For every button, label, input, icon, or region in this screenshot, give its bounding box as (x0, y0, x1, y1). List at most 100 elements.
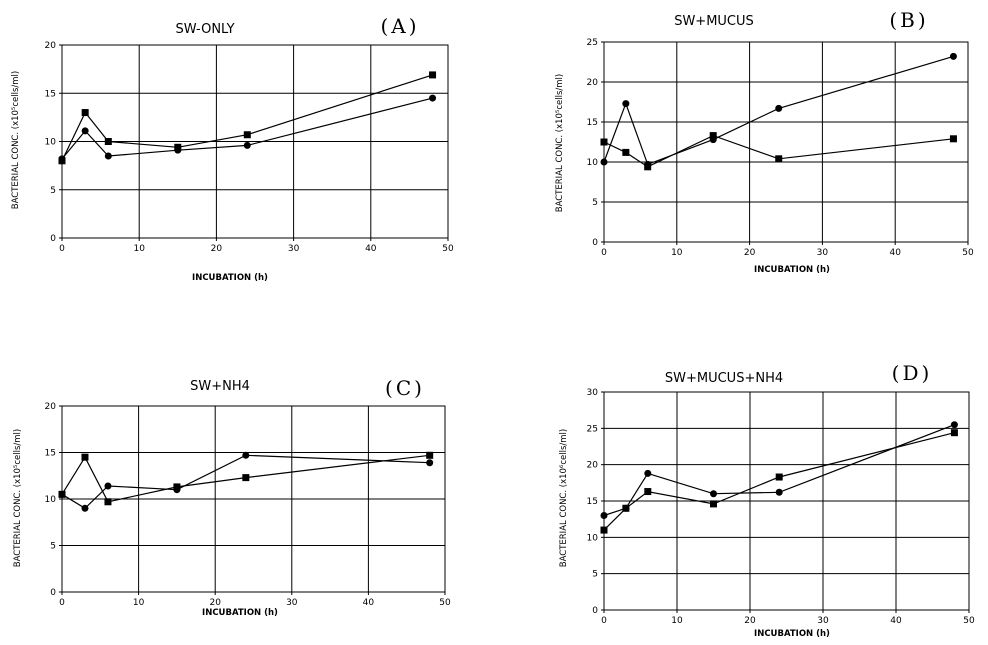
chart-c-ticks: 0 10 20 30 40 50 0 5 10 15 20 (45, 402, 451, 608)
chart-b-x-axis-label: INCUBATION (h) (754, 265, 830, 275)
chart-c-point-square (81, 453, 89, 461)
chart-d-title: SW+MUCUS+NH4 (665, 371, 783, 386)
chart-c-y-tick-label: 0 (50, 588, 56, 598)
chart-a-point-circle (429, 94, 437, 102)
chart-d-y-tick-label: 20 (587, 461, 599, 471)
chart-d-x-tick-label: 10 (671, 616, 683, 626)
chart-a-x-tick-label: 50 (442, 244, 454, 254)
chart-d-point-square (775, 473, 783, 481)
chart-b-x-tick-label: 10 (671, 248, 683, 258)
chart-a-point-square (429, 71, 437, 79)
chart-b-ticks: 0 10 20 30 40 50 0 5 10 15 20 25 (587, 38, 974, 258)
chart-b-point-square (709, 132, 717, 140)
chart-d-y-tick-label: 10 (587, 533, 599, 543)
chart-c-series-line-circle (61, 454, 430, 510)
chart-b-markers (600, 52, 957, 171)
chart-a-y-tick-label: 20 (45, 41, 57, 51)
chart-d-series-line-square (603, 432, 955, 531)
chart-a-panel-label: (A) (380, 14, 419, 38)
chart-b-y-tick-label: 20 (587, 78, 599, 88)
chart-a-point-circle (174, 146, 182, 154)
chart-d-point-circle (775, 488, 783, 496)
chart-panel-b: SW+MUCUS (B) 0 10 20 30 40 50 0 5 10 15 20 25 INCUB… (494, 0, 988, 300)
chart-b-y-tick-label: 15 (587, 118, 598, 128)
chart-b-y-tick-label: 5 (592, 198, 598, 208)
chart-a-y-axis-label: BACTERIAL CONC. (x10⁵cells/ml) (11, 71, 21, 209)
chart-a-x-tick-label: 40 (365, 244, 377, 254)
chart-d-panel-label: (D) (892, 361, 933, 385)
chart-d-svg: SW+MUCUS+NH4 (D) 0 10 20 30 40 50 0 5 10 15 20 25 30… (559, 361, 975, 639)
chart-b-y-axis-label: BACTERIAL CONC. (x10⁵cells/ml) (555, 74, 565, 212)
chart-a-plot-area (61, 44, 449, 239)
chart-c-y-tick-label: 20 (45, 402, 57, 412)
chart-b-lines (603, 55, 954, 168)
chart-a-point-square (81, 109, 89, 117)
chart-c-x-tick-label: 50 (439, 598, 451, 608)
chart-c-x-tick-label: 20 (209, 598, 221, 608)
chart-c-point-square (242, 474, 250, 482)
chart-a-x-tick-label: 0 (59, 244, 65, 254)
chart-a-point-square (243, 131, 251, 139)
chart-d-point-square (710, 500, 717, 508)
chart-c-point-circle (58, 490, 66, 498)
chart-c-x-tick-label: 10 (133, 598, 145, 608)
chart-c-y-tick-label: 5 (50, 542, 56, 552)
chart-a-x-tick-label: 30 (288, 244, 300, 254)
chart-c-gridlines (62, 406, 445, 592)
chart-c-point-circle (242, 451, 250, 459)
chart-c-markers (58, 451, 434, 512)
chart-d-point-circle (622, 504, 630, 512)
chart-b-point-circle (949, 52, 957, 60)
chart-b-point-circle (775, 104, 783, 112)
chart-b-point-circle (709, 136, 717, 144)
chart-a-y-tick-label: 10 (45, 138, 57, 148)
chart-d-gridlines (604, 392, 969, 610)
chart-d-point-square (600, 526, 608, 534)
chart-d-x-tick-label: 20 (744, 616, 756, 626)
chart-a-point-square (104, 138, 112, 145)
chart-b-point-square (775, 155, 783, 163)
chart-a-svg: SW-ONLY (A) 0 10 20 30 40 50 0 5 10 15 20 INCUBATI… (11, 14, 454, 283)
chart-b-point-square (949, 135, 957, 143)
chart-b-title: SW+MUCUS (674, 14, 754, 29)
chart-b-point-circle (644, 160, 652, 168)
chart-d-x-tick-label: 50 (963, 616, 975, 626)
chart-d-y-tick-label: 0 (592, 606, 598, 616)
chart-b-point-square (622, 148, 630, 156)
chart-d-y-tick-label: 25 (587, 424, 598, 434)
chart-d-point-circle (600, 512, 608, 520)
chart-panel-a: SW-ONLY (A) 0 10 20 30 40 50 0 5 10 15 20 INCUBATI… (0, 0, 494, 300)
chart-a-title: SW-ONLY (175, 22, 234, 37)
chart-d-point-circle (644, 469, 652, 477)
chart-a-y-tick-label: 15 (45, 89, 56, 99)
chart-b-plot-area (603, 41, 969, 243)
chart-d-point-square (644, 488, 652, 496)
chart-c-panel-label: (C) (385, 376, 425, 400)
chart-c-x-tick-label: 30 (286, 598, 298, 608)
chart-b-gridlines (604, 42, 968, 242)
chart-a-gridlines (62, 45, 448, 238)
chart-a-y-tick-label: 5 (50, 186, 56, 196)
chart-b-x-tick-label: 0 (601, 248, 607, 258)
chart-c-point-circle (81, 504, 89, 512)
chart-panel-c: SW+NH4 (C) 0 10 20 30 40 50 0 5 10 15 20 INCUBATIO… (0, 330, 494, 641)
chart-b-point-circle (600, 158, 608, 166)
chart-c-lines (61, 454, 430, 510)
chart-d-point-circle (710, 490, 717, 498)
chart-c-point-square (426, 451, 434, 459)
chart-c-x-tick-label: 40 (363, 598, 375, 608)
chart-b-x-tick-label: 30 (817, 248, 829, 258)
chart-b-x-tick-label: 50 (962, 248, 974, 258)
chart-a-point-circle (104, 152, 112, 160)
chart-d-point-circle (950, 421, 958, 429)
chart-c-plot-area (61, 405, 446, 593)
chart-b-y-tick-label: 10 (587, 158, 599, 168)
chart-d-x-tick-label: 40 (890, 616, 902, 626)
chart-d-series-line-circle (603, 424, 955, 517)
chart-d-x-tick-label: 0 (601, 616, 607, 626)
chart-d-y-tick-label: 15 (587, 497, 598, 507)
chart-d-point-square (950, 429, 958, 437)
chart-b-series-line-circle (603, 55, 954, 166)
chart-b-y-tick-label: 0 (592, 238, 598, 248)
chart-b-panel-label: (B) (889, 8, 928, 32)
